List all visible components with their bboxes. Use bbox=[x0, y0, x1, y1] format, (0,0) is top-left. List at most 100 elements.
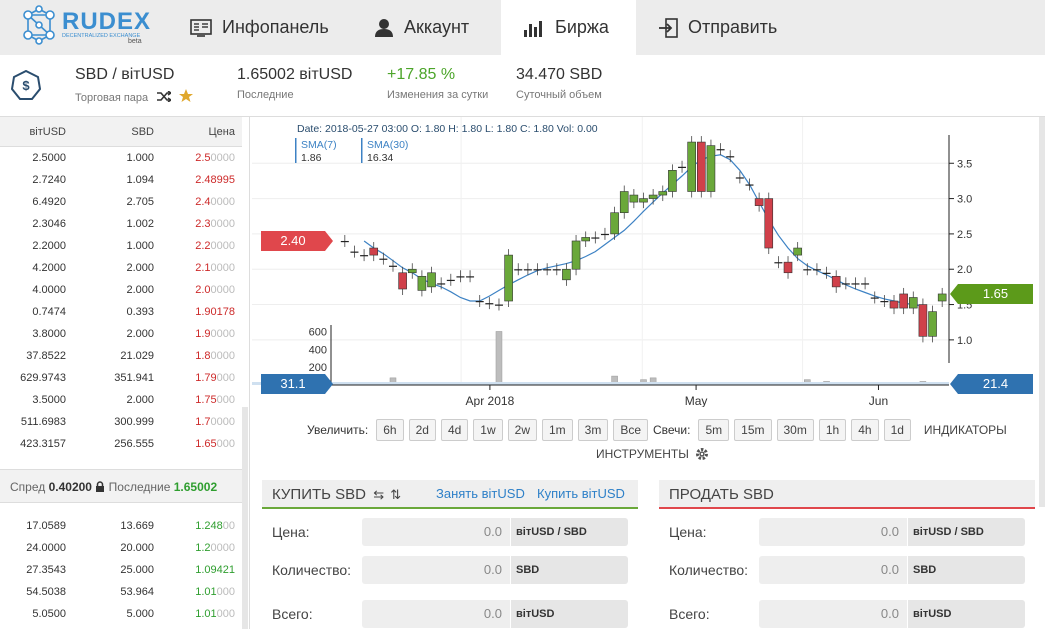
tools-control[interactable]: ИНСТРУМЕНТЫ bbox=[596, 447, 709, 461]
market-stats-bar: $ SBD / вітUSD Торговая пара 1.65002 віт… bbox=[0, 55, 1045, 117]
ask-row[interactable]: 0.7474 0.393 1.90178 bbox=[0, 301, 242, 323]
order-price: 2.48995 bbox=[195, 169, 235, 191]
candle-body bbox=[571, 240, 581, 270]
candle-body bbox=[861, 283, 870, 285]
candle-interval-button-3[interactable]: 1h bbox=[818, 419, 847, 441]
ask-row[interactable]: 37.8522 21.029 1.80000 bbox=[0, 345, 242, 367]
ask-row[interactable]: 3.8000 2.000 1.90000 bbox=[0, 323, 242, 345]
price-tick-label: 2.0 bbox=[957, 264, 972, 276]
nav-tab-send[interactable]: Отправить bbox=[658, 0, 808, 55]
ask-row[interactable]: 6.4920 2.705 2.40000 bbox=[0, 191, 242, 213]
page-scrollbar[interactable] bbox=[1039, 117, 1045, 507]
sell-total-input[interactable]: 0.0 bbox=[759, 600, 907, 628]
candle-interval-button-1[interactable]: 15m bbox=[734, 419, 772, 441]
candle-interval-button-4[interactable]: 4h bbox=[851, 419, 879, 441]
candle-body bbox=[668, 170, 677, 192]
shuffle-icon[interactable] bbox=[157, 90, 173, 103]
buy-amount-row: Количество: 0.0 SBD bbox=[262, 556, 638, 584]
ask-row[interactable]: 2.2000 1.000 2.20000 bbox=[0, 235, 242, 257]
bid-row[interactable]: 27.3543 25.000 1.09421 bbox=[0, 559, 242, 581]
order-price-main: 1.248 bbox=[195, 520, 223, 532]
sell-amount-row: Количество: 0.0 SBD bbox=[659, 556, 1035, 584]
zoom-button-3[interactable]: 1w bbox=[473, 419, 503, 441]
order-price-tail: 0000 bbox=[210, 240, 235, 252]
sell-amount-input[interactable]: 0.0 bbox=[759, 556, 907, 584]
candle-body bbox=[369, 247, 379, 256]
ask-row[interactable]: 4.0000 2.000 2.00000 bbox=[0, 279, 242, 301]
ask-row[interactable]: 2.3046 1.002 2.30000 bbox=[0, 213, 242, 235]
zoom-button-6[interactable]: 3m bbox=[577, 419, 609, 441]
nav-tab-account-label: Аккаунт bbox=[404, 17, 470, 37]
order-price: 2.50000 bbox=[195, 147, 235, 169]
rudex-logo[interactable]: RUDEX DECENTRALIZED EXCHANGE beta bbox=[20, 3, 180, 51]
buy-price-input[interactable]: 0.0 bbox=[362, 518, 510, 546]
ask-row[interactable]: 423.3157 256.555 1.65000 bbox=[0, 433, 242, 455]
bid-row[interactable]: 5.0500 5.000 1.01000 bbox=[0, 603, 242, 625]
candle-body bbox=[427, 272, 436, 288]
order-price: 1.79000 bbox=[195, 367, 235, 389]
order-amount: 300.999 bbox=[114, 416, 154, 428]
star-icon[interactable] bbox=[179, 89, 194, 102]
bid-row[interactable]: 24.0000 20.000 1.20000 bbox=[0, 537, 242, 559]
borrow-link[interactable]: Занять вітUSD bbox=[436, 486, 525, 501]
candle-body bbox=[841, 283, 850, 285]
order-total: 2.5000 bbox=[32, 152, 66, 164]
order-price-tail: 000 bbox=[216, 372, 235, 384]
bid-row[interactable]: 54.5038 53.964 1.01000 bbox=[0, 581, 242, 603]
zoom-button-0[interactable]: 6h bbox=[376, 419, 404, 441]
order-total: 37.8522 bbox=[26, 350, 66, 362]
buy-total-input[interactable]: 0.0 bbox=[362, 600, 510, 628]
sell-price-input[interactable]: 0.0 bbox=[759, 518, 907, 546]
sma7-legend-value: 1.86 bbox=[301, 152, 322, 164]
swap-icon[interactable]: ⇆ bbox=[373, 487, 385, 502]
ask-row[interactable]: 629.9743 351.941 1.79000 bbox=[0, 367, 242, 389]
candle-interval-button-0[interactable]: 5m bbox=[698, 419, 730, 441]
nav-tab-dashboard[interactable]: Инфопанель bbox=[190, 0, 350, 55]
order-price: 1.75000 bbox=[195, 389, 235, 411]
zoom-button-2[interactable]: 4d bbox=[440, 419, 469, 441]
order-amount: 0.393 bbox=[126, 306, 154, 318]
order-price-main: 1.79 bbox=[195, 372, 217, 384]
order-price-main: 2.0 bbox=[195, 284, 211, 296]
order-price-main: 1.8 bbox=[195, 350, 211, 362]
zoom-button-7[interactable]: Все bbox=[613, 419, 649, 441]
ask-row[interactable]: 3.5000 2.000 1.75000 bbox=[0, 389, 242, 411]
trading-pair-label-row: Торговая пара bbox=[75, 89, 194, 104]
buy-currency-link[interactable]: Купить вітUSD bbox=[537, 486, 625, 501]
zoom-button-1[interactable]: 2d bbox=[408, 419, 436, 441]
candle-interval-button-2[interactable]: 30m bbox=[776, 419, 814, 441]
zoom-button-4[interactable]: 2w bbox=[507, 419, 537, 441]
candle-body bbox=[928, 311, 937, 337]
ask-row[interactable]: 2.5000 1.000 2.50000 bbox=[0, 147, 242, 169]
order-total: 2.7240 bbox=[32, 174, 66, 186]
order-price: 1.70000 bbox=[195, 411, 235, 433]
order-price-main: 1.75 bbox=[195, 394, 217, 406]
indicators-button[interactable]: ИНДИКАТОРЫ bbox=[923, 423, 1007, 437]
candle-body bbox=[600, 233, 609, 236]
buy-amount-input[interactable]: 0.0 bbox=[362, 556, 510, 584]
nav-tab-exchange[interactable]: Биржа bbox=[501, 0, 636, 55]
candle-body bbox=[880, 301, 889, 303]
ask-row[interactable]: 2.7240 1.094 2.48995 bbox=[0, 169, 242, 191]
order-amount: 256.555 bbox=[114, 438, 154, 450]
nav-tab-account[interactable]: Аккаунт bbox=[374, 0, 504, 55]
bid-row[interactable]: 17.0589 13.669 1.24800 bbox=[0, 515, 242, 537]
order-price-tail: 00 bbox=[222, 520, 235, 532]
top-navigation: RUDEX DECENTRALIZED EXCHANGE beta Инфопа… bbox=[0, 0, 1045, 55]
sell-amount-label: Количество: bbox=[669, 562, 749, 578]
order-book-scrollbar[interactable] bbox=[242, 407, 248, 629]
candle-body bbox=[552, 269, 561, 271]
candle-interval-button-5[interactable]: 1d bbox=[883, 419, 911, 441]
price-chart[interactable]: 3.5 3.0 2.5 2.0 1.5 1.0 600 400 200 Apr 2018 May Ju… bbox=[252, 117, 1045, 407]
volume-bar bbox=[495, 331, 503, 386]
gear-icon[interactable] bbox=[695, 447, 709, 461]
order-amount: 2.000 bbox=[126, 328, 154, 340]
ask-row[interactable]: 4.2000 2.000 2.10000 bbox=[0, 257, 242, 279]
flip-icon[interactable]: ⇅ bbox=[390, 487, 402, 502]
order-amount: 2.705 bbox=[126, 196, 154, 208]
zoom-button-5[interactable]: 1m bbox=[541, 419, 573, 441]
ask-row[interactable]: 511.6983 300.999 1.70000 bbox=[0, 411, 242, 433]
order-total: 511.6983 bbox=[20, 416, 66, 428]
last-price-label: Последние bbox=[237, 89, 294, 101]
